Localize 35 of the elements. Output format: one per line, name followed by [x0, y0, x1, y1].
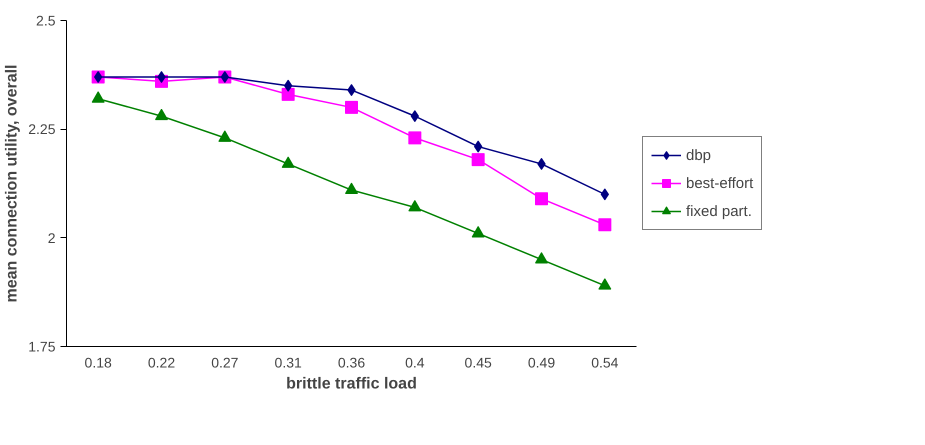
x-tick-label: 0.18 — [84, 354, 112, 370]
point — [408, 131, 422, 144]
x-tick-label: 0.49 — [528, 354, 556, 370]
point — [347, 84, 356, 96]
legend-label: dbp — [686, 146, 712, 164]
x-tick-label: 0.45 — [464, 354, 492, 370]
y-axis-title: mean connection utility, overall — [3, 64, 20, 302]
point — [408, 200, 422, 212]
x-axis-title: brittle traffic load — [286, 376, 417, 392]
x-tick-label: 0.27 — [211, 354, 239, 370]
x-tick-label: 0.31 — [274, 354, 302, 370]
y-tick-label: 2.5 — [36, 12, 56, 28]
point — [598, 278, 612, 290]
point — [282, 88, 295, 101]
point — [157, 71, 166, 84]
point — [535, 192, 548, 206]
point — [345, 100, 358, 114]
point — [535, 252, 548, 264]
x-tick-label: 0.36 — [338, 354, 366, 370]
point — [472, 226, 485, 238]
x-tick-label: 0.22 — [148, 354, 176, 370]
x-tick-label: 0.54 — [591, 354, 619, 370]
legend-label: fixed part. — [686, 202, 752, 220]
point — [537, 158, 546, 170]
y-tick-label: 1.75 — [28, 338, 56, 354]
y-tick-label: 2 — [48, 230, 56, 246]
legend-label: best-effort — [686, 174, 754, 192]
point — [345, 182, 358, 194]
point — [282, 156, 295, 168]
point — [472, 153, 485, 166]
y-tick-label: 2.25 — [28, 121, 56, 138]
point — [598, 218, 612, 232]
x-tick-label: 0.4 — [405, 354, 425, 370]
point — [218, 130, 232, 142]
point — [155, 108, 168, 120]
